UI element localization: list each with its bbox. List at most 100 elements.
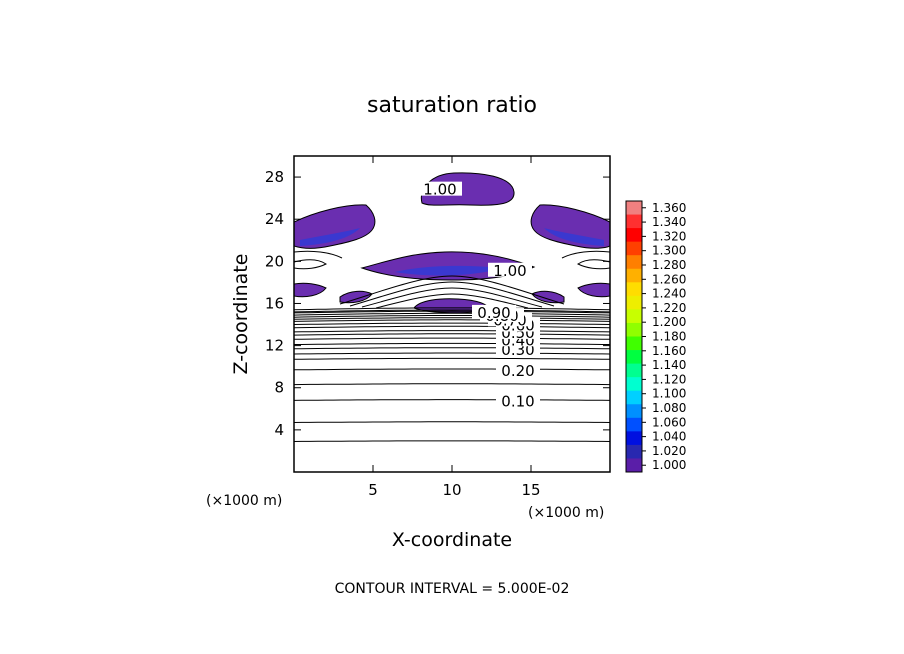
colorbar-label: 1.280	[652, 258, 686, 272]
contour-line	[294, 337, 610, 340]
contour-label: 0.90	[477, 304, 510, 322]
colorbar-label: 1.160	[652, 344, 686, 358]
y-tick-label: 20	[265, 252, 284, 270]
contour-line	[294, 309, 610, 313]
colorbar-band	[626, 201, 642, 215]
x-axis-unit-label-left: (×1000 m)	[206, 493, 282, 509]
colorbar-band	[626, 404, 642, 419]
colorbar-band	[626, 228, 642, 243]
colorbar-label: 1.040	[652, 430, 686, 444]
contour-label: 0.10	[501, 392, 534, 410]
y-tick-label: 4	[274, 421, 284, 439]
colorbar-label: 1.080	[652, 401, 686, 415]
contour-line	[294, 399, 610, 401]
colorbar-band	[626, 282, 642, 297]
contour-labels: 0.100.200.300.400.500.600.700.800.901.00…	[418, 181, 540, 410]
filled-region-top-cloud	[420, 172, 515, 206]
colorbar-band	[626, 241, 642, 256]
y-tick-label: 16	[265, 294, 284, 312]
colorbar-label: 1.340	[652, 215, 686, 229]
contour-line	[294, 322, 610, 325]
contour-line	[294, 315, 610, 318]
y-tick-label: 12	[265, 337, 284, 355]
contour-label-bg	[488, 262, 532, 277]
x-tick-label: 15	[521, 481, 540, 499]
colorbar-label: 1.060	[652, 415, 686, 429]
colorbar-label: 1.000	[652, 458, 686, 472]
contour-line	[294, 440, 610, 442]
colorbar-label: 1.120	[652, 372, 686, 386]
contour-line	[294, 325, 610, 329]
arc-contours	[294, 250, 610, 309]
y-tick-label: 24	[265, 210, 284, 228]
contour-line	[294, 342, 610, 345]
contour-label: 1.00	[493, 262, 526, 280]
contour-line	[294, 333, 610, 336]
tick-labels: 5 10 15 4 8 12 16 20 24 28	[265, 168, 541, 499]
contour-line	[294, 330, 610, 333]
colorbar-label: 1.320	[652, 229, 686, 243]
x-tick-label: 10	[442, 481, 461, 499]
colorbar-band	[626, 309, 642, 324]
contour-line	[294, 347, 610, 350]
colorbar	[625, 200, 643, 473]
colorbar-band	[626, 322, 642, 337]
contour-line	[294, 352, 610, 355]
contour-line	[294, 319, 610, 322]
colorbar-labels: 1.3601.3401.3201.3001.2801.2601.2401.220…	[642, 201, 686, 472]
filled-cloud-regions	[294, 172, 610, 314]
y-tick-label: 8	[274, 379, 284, 397]
contour-line	[294, 383, 610, 386]
filled-region-highlights	[300, 228, 604, 276]
contour-label: 1.00	[423, 181, 456, 199]
colorbar-band	[626, 268, 642, 283]
colorbar-band	[626, 350, 642, 364]
contour-interval-note: CONTOUR INTERVAL = 5.000E-02	[335, 581, 570, 597]
contour-line	[294, 312, 610, 316]
contour-line	[294, 317, 610, 320]
colorbar-band	[626, 363, 642, 378]
colorbar-band	[626, 458, 642, 473]
colorbar-band	[626, 255, 642, 270]
colorbar-label: 1.360	[652, 201, 686, 215]
contour-label-bg	[418, 181, 462, 196]
y-tick-label: 28	[265, 168, 284, 186]
colorbar-band	[626, 336, 642, 351]
colorbar-label: 1.240	[652, 287, 686, 301]
x-axis-label: X-coordinate	[392, 529, 512, 551]
colorbar-band	[626, 417, 642, 432]
contour-label-bg	[496, 393, 540, 408]
colorbar-label: 1.140	[652, 358, 686, 372]
contour-line	[294, 307, 610, 311]
contour-line	[294, 310, 610, 314]
contour-lines	[294, 307, 610, 442]
colorbar-label: 1.300	[652, 244, 686, 258]
colorbar-band	[626, 214, 642, 229]
filled-region-center-small	[413, 298, 489, 314]
y-axis-label: Z-coordinate	[230, 254, 252, 375]
filled-region-right-small	[577, 282, 610, 298]
x-tick-label: 5	[368, 481, 378, 499]
colorbar-label: 1.220	[652, 301, 686, 315]
chart-title: saturation ratio	[367, 93, 537, 118]
contour-label-bg	[496, 362, 540, 377]
colorbar-band	[626, 444, 642, 459]
contour-label: 0.20	[501, 362, 534, 380]
colorbar-label: 1.200	[652, 315, 686, 329]
contour-line	[294, 368, 610, 371]
colorbar-band	[626, 295, 642, 310]
colorbar-band	[626, 431, 642, 446]
colorbar-label: 1.180	[652, 330, 686, 344]
colorbar-label: 1.260	[652, 272, 686, 286]
contour-line	[294, 357, 610, 360]
colorbar-band	[626, 390, 642, 405]
contour-label-bg	[472, 304, 516, 319]
contour-line	[294, 421, 610, 423]
colorbar-label: 1.100	[652, 387, 686, 401]
axis-ticks	[294, 156, 610, 472]
colorbar-band	[626, 377, 642, 392]
filled-region-left-small	[294, 282, 327, 298]
colorbar-label: 1.020	[652, 444, 686, 458]
x-axis-unit-label-right: (×1000 m)	[528, 505, 604, 521]
